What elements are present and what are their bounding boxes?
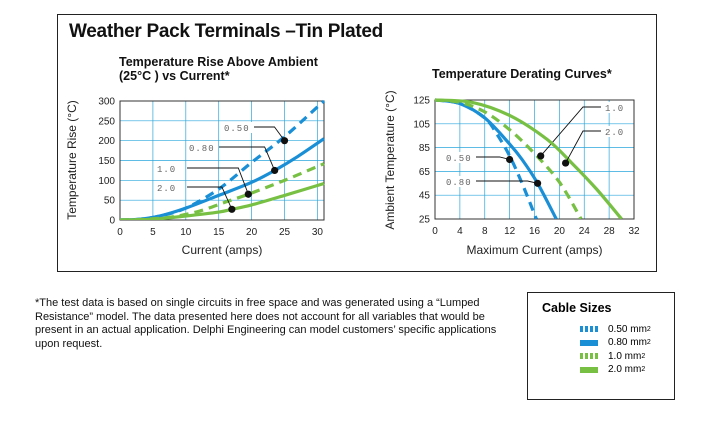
plot-area bbox=[434, 99, 635, 220]
data-marker bbox=[537, 152, 545, 160]
y-tick-label: 50 bbox=[104, 196, 116, 207]
series-label: 2.0 bbox=[605, 128, 624, 138]
legend-unit-sup: 2 bbox=[646, 339, 651, 346]
label-bg bbox=[603, 102, 633, 113]
legend-unit-sup: 2 bbox=[641, 366, 646, 373]
x-tick-label: 8 bbox=[482, 226, 488, 237]
x-axis-label: Maximum Current (amps) bbox=[466, 243, 602, 257]
label-bg bbox=[155, 182, 185, 193]
x-axis-label: Current (amps) bbox=[182, 243, 263, 257]
y-tick-label: 85 bbox=[419, 143, 431, 154]
callout-line bbox=[476, 156, 510, 160]
chart2-title: Temperature Derating Curves* bbox=[432, 67, 612, 81]
series-label: 1.0 bbox=[605, 104, 624, 114]
series-label: 0.50 bbox=[446, 154, 472, 164]
chart1-title: Temperature Rise Above Ambient (25°C ) v… bbox=[119, 55, 318, 83]
legend-label: 0.50 mm bbox=[608, 323, 647, 335]
x-tick-label: 25 bbox=[279, 227, 291, 238]
x-tick-label: 5 bbox=[150, 227, 156, 238]
plot-area bbox=[119, 100, 325, 221]
label-bg bbox=[222, 122, 252, 133]
y-tick-label: 25 bbox=[419, 215, 431, 226]
legend-label: 0.80 mm bbox=[608, 337, 647, 348]
y-axis-label: Temperature Rise (°C) bbox=[65, 100, 79, 220]
x-tick-label: 28 bbox=[604, 226, 616, 237]
label-bg bbox=[187, 142, 217, 153]
y-axis-label: Ambient Temperature (°C) bbox=[383, 90, 397, 229]
data-marker bbox=[561, 159, 570, 167]
legend: Cable Sizes 0.50 mm 2 0.80 mm 2 1.0 mm 2 2.0 m… bbox=[527, 292, 675, 400]
series-label: 0.80 bbox=[446, 178, 472, 188]
x-tick-label: 20 bbox=[554, 226, 566, 237]
legend-swatch bbox=[580, 366, 598, 373]
x-tick-label: 20 bbox=[246, 227, 258, 238]
data-marker bbox=[271, 166, 279, 175]
chart-frame bbox=[57, 14, 657, 272]
data-marker bbox=[228, 205, 236, 213]
y-tick-label: 0 bbox=[109, 216, 115, 227]
legend-label: 1.0 mm bbox=[608, 350, 642, 362]
y-tick-label: 250 bbox=[98, 116, 115, 127]
legend-swatch bbox=[580, 339, 598, 346]
y-tick-label: 100 bbox=[98, 176, 115, 187]
data-marker bbox=[244, 190, 252, 198]
callout-line bbox=[187, 186, 233, 210]
x-tick-label: 30 bbox=[312, 227, 324, 238]
y-tick-label: 150 bbox=[98, 156, 115, 167]
series-line-0.80 bbox=[120, 137, 325, 220]
series-line-1.0 bbox=[435, 98, 583, 219]
callout-line bbox=[540, 106, 601, 157]
callout-line bbox=[219, 146, 276, 171]
y-tick-label: 125 bbox=[413, 96, 430, 107]
x-tick-label: 16 bbox=[529, 226, 541, 237]
series-label: 2.0 bbox=[157, 184, 176, 194]
x-tick-label: 0 bbox=[117, 227, 123, 238]
x-tick-label: 10 bbox=[180, 227, 192, 238]
series-line-2.0 bbox=[435, 98, 623, 219]
label-bg bbox=[155, 163, 185, 174]
data-marker bbox=[506, 155, 514, 164]
data-marker bbox=[280, 137, 289, 145]
y-tick-label: 105 bbox=[413, 119, 430, 130]
callout-line bbox=[476, 180, 538, 184]
y-tick-label: 200 bbox=[98, 136, 115, 147]
series-line-1.0 bbox=[120, 162, 325, 220]
callout-line bbox=[187, 167, 249, 195]
legend-label: 2.0 mm bbox=[608, 364, 642, 375]
series-label: 0.50 bbox=[224, 124, 250, 134]
label-bg bbox=[444, 176, 474, 187]
data-marker bbox=[534, 179, 542, 187]
y-tick-label: 65 bbox=[419, 167, 431, 178]
x-tick-label: 4 bbox=[457, 226, 463, 237]
callout-line bbox=[254, 126, 285, 141]
legend-item: 0.50 mm 2 bbox=[580, 323, 651, 335]
legend-unit-sup: 2 bbox=[641, 352, 646, 360]
legend-item: 2.0 mm 2 bbox=[580, 364, 645, 376]
legend-item: 1.0 mm 2 bbox=[580, 350, 645, 362]
legend-item: 0.80 mm 2 bbox=[580, 337, 651, 349]
label-bg bbox=[444, 152, 474, 163]
legend-swatch bbox=[580, 353, 598, 359]
legend-title: Cable Sizes bbox=[542, 301, 612, 315]
x-tick-label: 12 bbox=[504, 226, 516, 237]
footnote: *The test data is based on single circui… bbox=[35, 297, 497, 350]
series-line-0.50 bbox=[120, 99, 326, 220]
series-label: 0.80 bbox=[189, 144, 215, 154]
y-tick-label: 45 bbox=[419, 191, 431, 202]
series-label: 1.0 bbox=[157, 165, 176, 175]
x-tick-label: 32 bbox=[628, 226, 640, 237]
legend-swatch bbox=[580, 326, 598, 332]
y-tick-label: 300 bbox=[98, 97, 115, 108]
x-tick-label: 24 bbox=[579, 226, 591, 237]
series-line-2.0 bbox=[120, 181, 325, 220]
legend-unit-sup: 2 bbox=[646, 325, 651, 333]
page-title: Weather Pack Terminals –Tin Plated bbox=[69, 21, 383, 42]
x-tick-label: 15 bbox=[213, 227, 225, 238]
x-tick-label: 0 bbox=[432, 226, 438, 237]
callout-line bbox=[565, 130, 601, 164]
label-bg bbox=[603, 126, 633, 137]
